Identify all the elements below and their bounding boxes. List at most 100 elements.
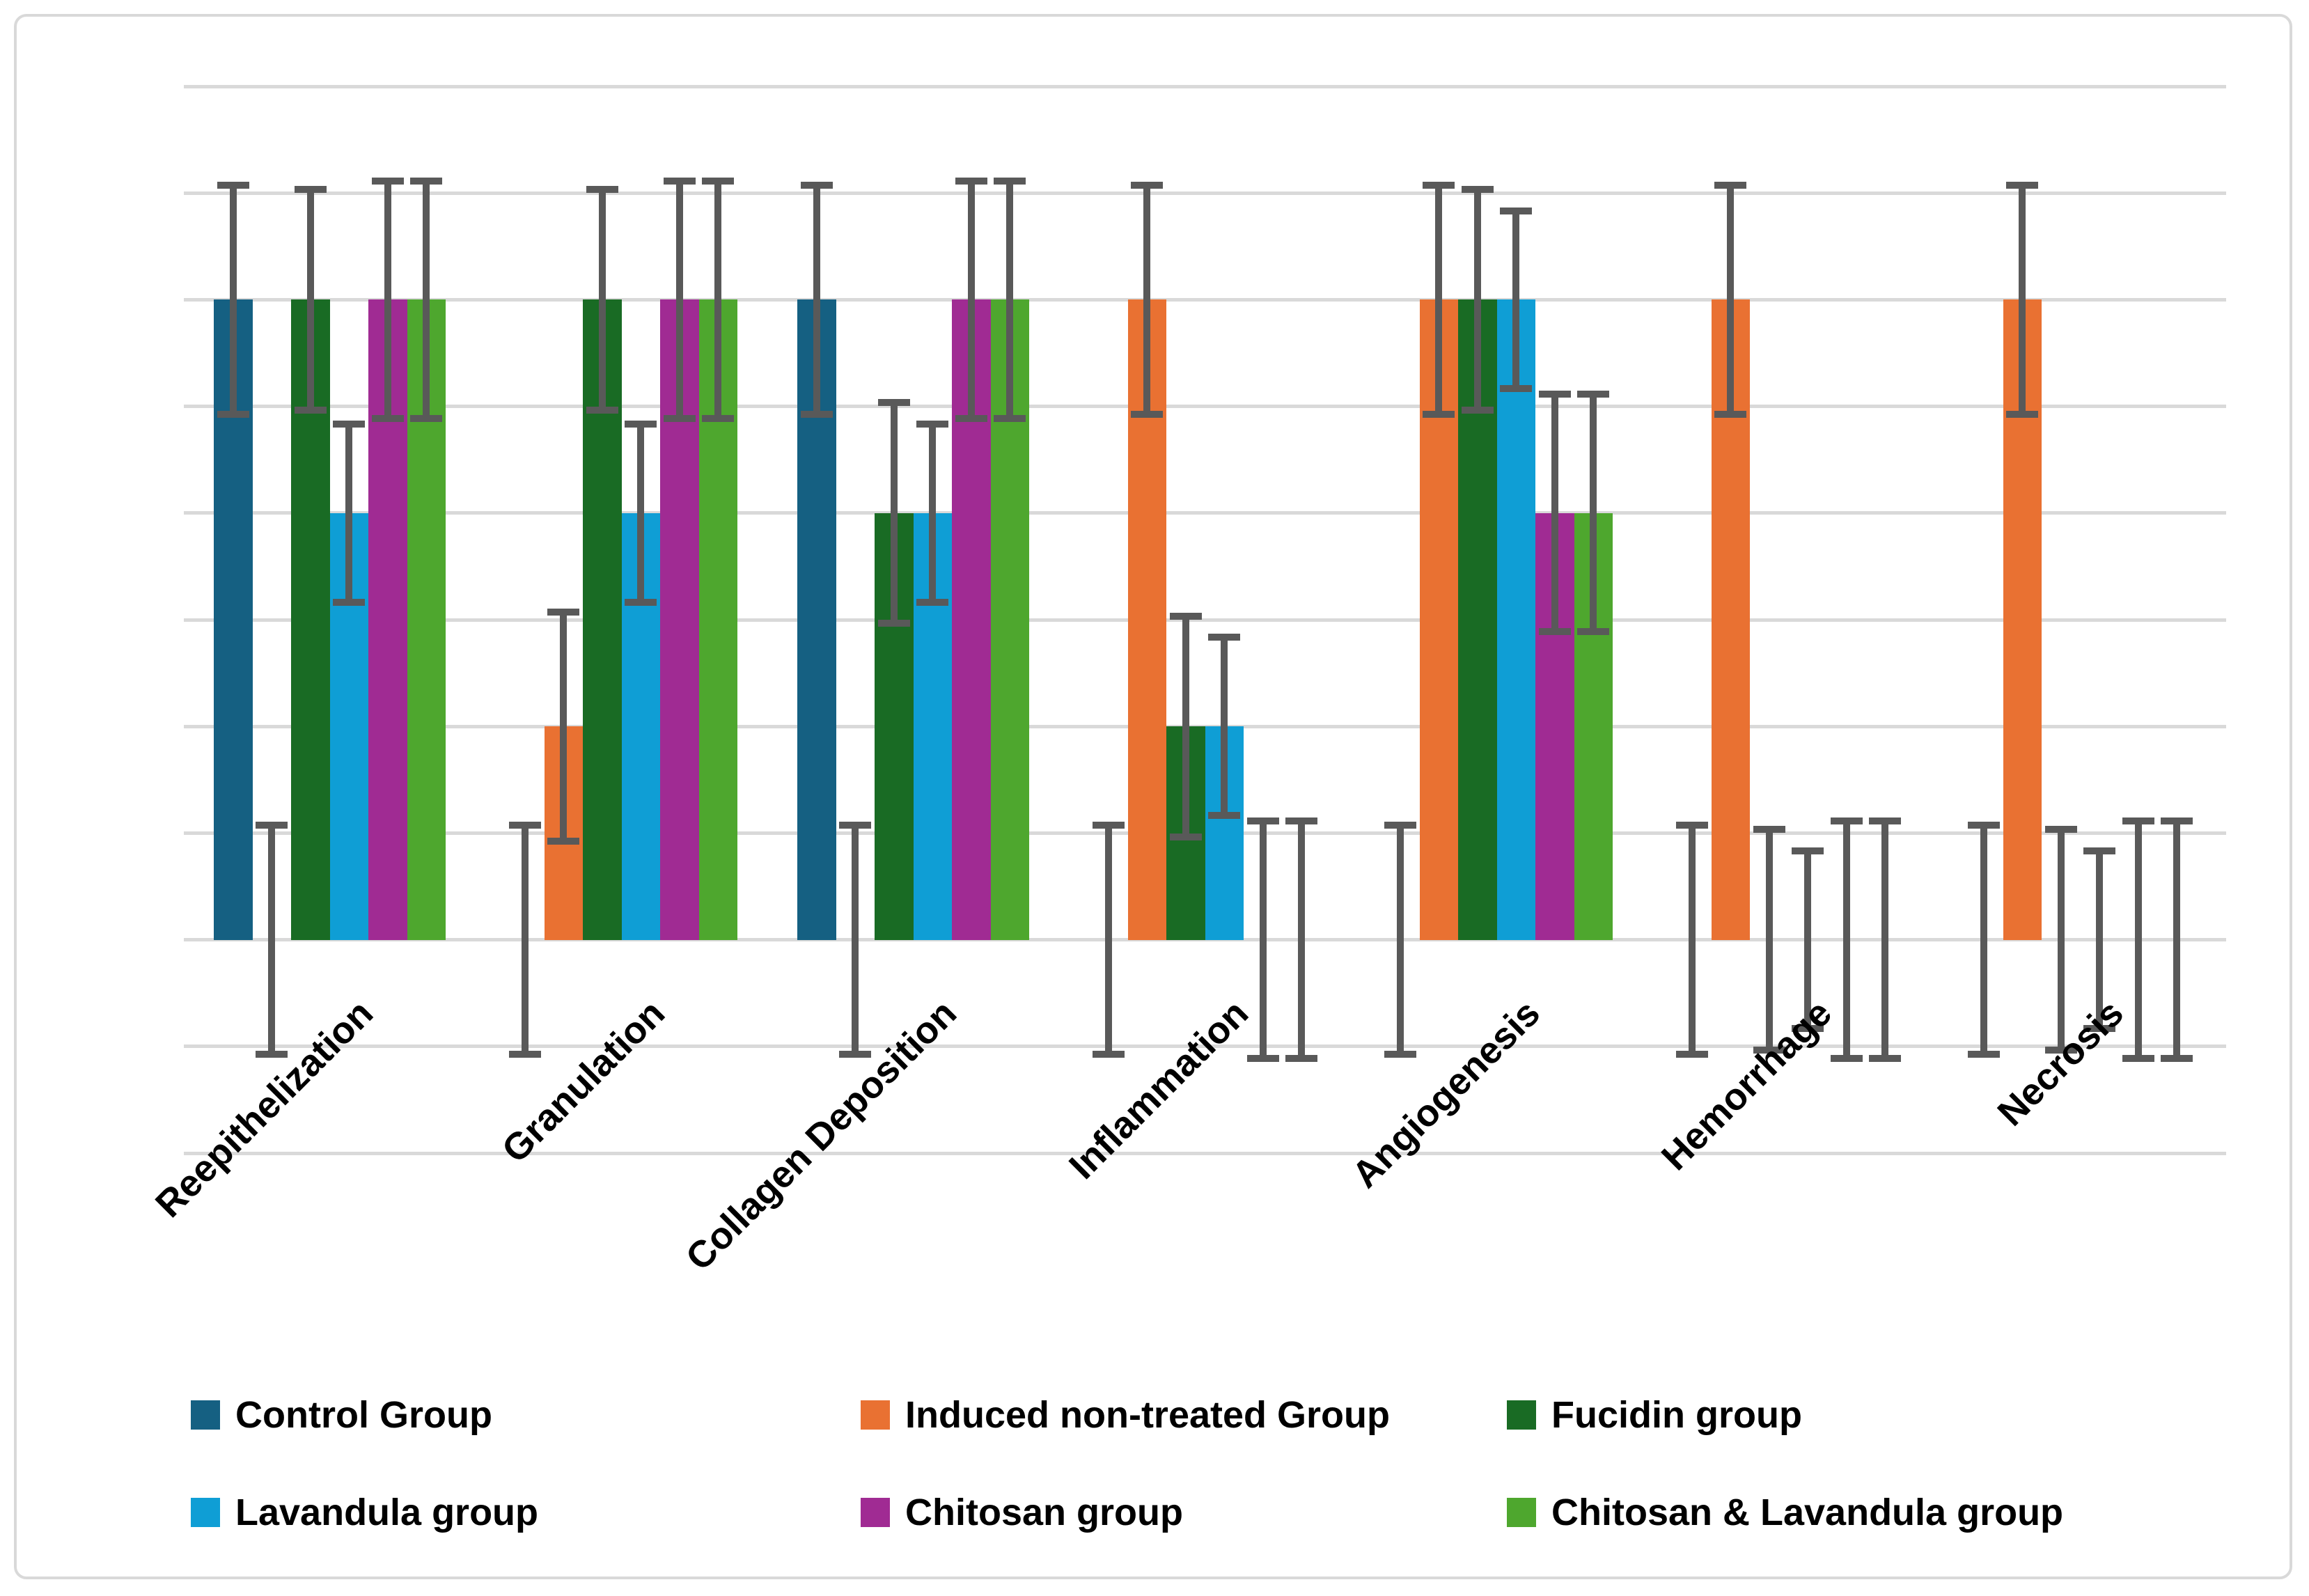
error-bar-stem (1259, 817, 1267, 1062)
error-bar-cap-bottom (2006, 410, 2039, 418)
error-bar-cap-bottom (410, 415, 443, 423)
legend-item-lavandula-group: Lavandula group (191, 1491, 538, 1534)
error-bar-stem (1727, 182, 1735, 417)
error-bar-stem (714, 178, 722, 422)
error-bar-stem (229, 182, 237, 417)
error-bar-stem (521, 822, 529, 1058)
error-bar-stem (1551, 391, 1558, 635)
category-label-collagen-deposition: Collagen Deposition (678, 992, 964, 1279)
gridline (184, 511, 2226, 515)
error-bar-cap-top (1500, 207, 1533, 214)
error-bar-cap-bottom (1285, 1055, 1318, 1063)
error-bar-stem (560, 609, 568, 844)
gridline (184, 297, 2226, 302)
error-bar-cap-top (1285, 817, 1318, 824)
error-bar-cap-bottom (800, 410, 833, 418)
error-bar-cap-bottom (586, 406, 618, 414)
error-bar-cap-bottom (2083, 1025, 2116, 1033)
error-bar-cap-bottom (1577, 628, 1610, 636)
error-bar-cap-top (1208, 634, 1241, 641)
error-bar-cap-bottom (663, 415, 696, 423)
error-bar-stem (637, 421, 645, 605)
legend-swatch (191, 1498, 220, 1527)
error-bar-cap-bottom (1967, 1051, 2000, 1058)
error-bar-stem (1143, 182, 1151, 417)
error-bar-cap-top (1246, 817, 1279, 824)
error-bar-cap-top (371, 177, 404, 185)
error-bar-cap-top (625, 421, 657, 428)
error-bar-cap-bottom (955, 415, 987, 423)
error-bar-cap-bottom (508, 1051, 541, 1058)
category-label-reepithelization: Reepithelization (147, 992, 381, 1226)
error-bar-stem (890, 400, 898, 627)
error-bar-cap-bottom (371, 415, 404, 423)
error-bar-cap-top (1753, 826, 1785, 834)
error-bar-cap-bottom (702, 415, 735, 423)
error-bar-stem (1473, 187, 1481, 413)
error-bar-cap-top (1714, 181, 1747, 189)
error-bar-stem (1688, 822, 1696, 1058)
error-bar-stem (1435, 182, 1443, 417)
error-bar-cap-top (955, 177, 987, 185)
error-bar-cap-bottom (1714, 410, 1747, 418)
error-bar-cap-top (1461, 186, 1494, 193)
error-bar-cap-top (800, 181, 833, 189)
chart-frame: Reepithelization Granulation Collagen Depo… (14, 14, 2292, 1579)
error-bar-stem (675, 178, 683, 422)
error-bar-stem (268, 822, 276, 1058)
error-bar-cap-top (333, 421, 366, 428)
error-bar-cap-bottom (1869, 1055, 1902, 1063)
error-bar-stem (2057, 827, 2065, 1053)
gridline (184, 191, 2226, 195)
error-bar-cap-top (217, 181, 249, 189)
error-bar-stem (852, 822, 859, 1058)
error-bar-stem (929, 421, 937, 605)
legend-swatch (191, 1400, 220, 1430)
error-bar-cap-top (256, 822, 288, 829)
error-bar-stem (2134, 817, 2142, 1062)
error-bar-cap-top (1423, 181, 1455, 189)
error-bar-cap-bottom (994, 415, 1026, 423)
error-bar-stem (1881, 817, 1889, 1062)
error-bar-cap-bottom (625, 598, 657, 606)
error-bar-cap-bottom (1208, 811, 1241, 819)
error-bar-stem (1221, 634, 1228, 818)
gridline (184, 405, 2226, 409)
error-bar-cap-bottom (1500, 385, 1533, 393)
error-bar-cap-top (2122, 817, 2154, 824)
gridline (184, 938, 2226, 942)
legend-label: Chitosan & Lavandula group (1551, 1492, 2064, 1533)
error-bar-cap-bottom (333, 598, 366, 606)
error-bar-cap-top (410, 177, 443, 185)
error-bar-cap-top (994, 177, 1026, 185)
error-bar-cap-bottom (1461, 406, 1494, 414)
error-bar-cap-bottom (1538, 628, 1571, 636)
error-bar-cap-top (2161, 817, 2193, 824)
error-bar-cap-top (877, 399, 910, 407)
bar-angiogenesis-series-4 (1496, 299, 1535, 940)
legend-label: Lavandula group (235, 1492, 539, 1533)
error-bar-cap-top (1675, 822, 1708, 829)
gridline (184, 618, 2226, 622)
category-label-hemorrhage: Hemorrhage (1653, 992, 1840, 1179)
legend-item-induced-non-treated-group: Induced non-treated Group (861, 1393, 1390, 1437)
error-bar-cap-bottom (1753, 1046, 1785, 1054)
error-bar-cap-bottom (1169, 833, 1202, 840)
error-bar-cap-top (839, 822, 872, 829)
error-bar-stem (1182, 613, 1189, 840)
error-bar-cap-bottom (1246, 1055, 1279, 1063)
error-bar-stem (1396, 822, 1404, 1058)
error-bar-cap-top (586, 186, 618, 193)
error-bar-cap-top (1967, 822, 2000, 829)
legend-item-fucidin-group: Fucidin group (1507, 1393, 1802, 1437)
error-bar-stem (1590, 391, 1597, 635)
error-bar-cap-top (1830, 817, 1863, 824)
error-bar-stem (967, 178, 975, 422)
error-bar-stem (306, 187, 314, 413)
category-label-inflammation: Inflammation (1060, 992, 1256, 1187)
error-bar-cap-top (1384, 822, 1416, 829)
error-bar-stem (1006, 178, 1014, 422)
error-bar-cap-top (1869, 817, 1902, 824)
error-bar-cap-top (508, 822, 541, 829)
error-bar-cap-top (1131, 181, 1164, 189)
